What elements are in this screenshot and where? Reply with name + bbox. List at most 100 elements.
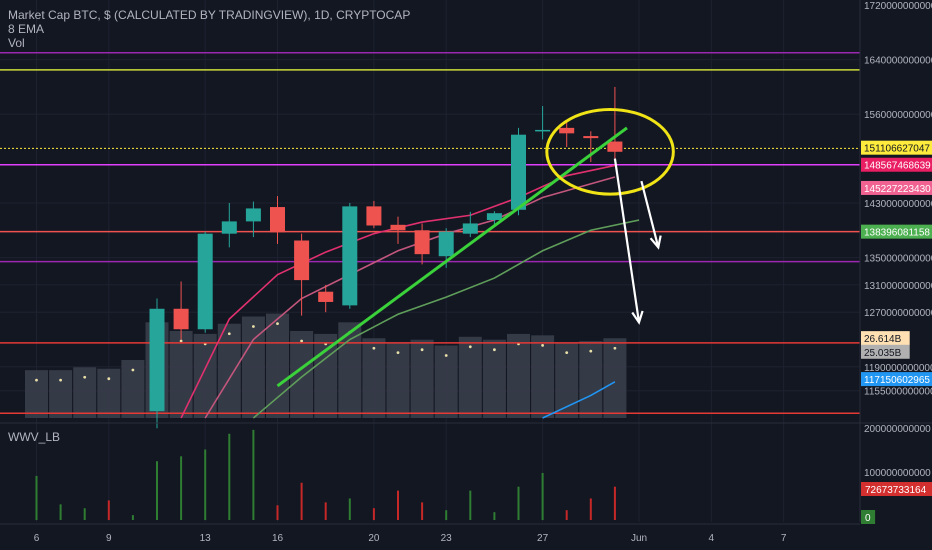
volume-bar bbox=[362, 338, 386, 418]
price-badge-label: 26.614B bbox=[864, 334, 902, 345]
candle-body bbox=[486, 213, 502, 221]
volume-dot bbox=[227, 332, 231, 336]
price-tick-label: 1430000000000 bbox=[864, 199, 932, 210]
volume-dot bbox=[613, 346, 617, 350]
lower-tick-label: 200000000000 bbox=[864, 424, 931, 435]
volume-dot bbox=[179, 339, 183, 343]
volume-dot bbox=[107, 377, 111, 381]
price-badge bbox=[861, 157, 932, 172]
volume-dot bbox=[252, 325, 255, 328]
volume-dot bbox=[468, 345, 472, 349]
volume-bar bbox=[266, 313, 289, 418]
price-badge-label: 148567468639 bbox=[864, 161, 931, 172]
candle-body bbox=[390, 224, 406, 231]
candle-body bbox=[270, 207, 285, 233]
candle-body bbox=[366, 206, 382, 226]
volume-legend: Vol bbox=[8, 36, 25, 50]
trendline bbox=[276, 126, 628, 388]
volume-bar bbox=[338, 322, 362, 418]
lower-tick-label: 100000000000 bbox=[864, 468, 931, 479]
volume-bar bbox=[410, 339, 434, 418]
price-badge-label: 117150602965 bbox=[864, 375, 930, 386]
volume-dot bbox=[565, 351, 569, 354]
volume-bar bbox=[49, 370, 73, 418]
candle-body bbox=[607, 141, 623, 152]
price-tick-label: 1155000000000 bbox=[864, 387, 932, 398]
candle-body bbox=[559, 127, 575, 134]
price-badge-label: 151106627047 bbox=[864, 144, 930, 155]
volume-dot bbox=[493, 348, 496, 352]
time-tick-label: 6 bbox=[34, 533, 40, 544]
volume-bar bbox=[169, 331, 193, 418]
volume-bar bbox=[25, 370, 48, 418]
lower-badge bbox=[861, 482, 932, 496]
time-tick-label: 23 bbox=[441, 533, 453, 544]
price-badge bbox=[861, 224, 932, 239]
volume-bar bbox=[579, 341, 603, 418]
price-tick-label: 1640000000000 bbox=[864, 56, 932, 67]
candle-body bbox=[173, 308, 189, 330]
arrow-shaft bbox=[640, 180, 660, 248]
volume-bar bbox=[290, 331, 314, 418]
ema_blue-line bbox=[542, 381, 616, 419]
time-tick-label: 7 bbox=[781, 533, 787, 544]
time-tick-label: 9 bbox=[106, 533, 112, 544]
volume-dot bbox=[83, 375, 87, 379]
ema_slow-line bbox=[252, 219, 640, 419]
price-tick-label: 1720000000000 bbox=[864, 1, 932, 12]
volume-bar bbox=[73, 367, 97, 418]
volume-bars bbox=[25, 313, 627, 418]
candle-body bbox=[438, 231, 454, 257]
volume-bar bbox=[507, 333, 530, 418]
lower-badge bbox=[861, 510, 876, 524]
horizontal-levels bbox=[0, 52, 860, 414]
candle-body bbox=[294, 240, 310, 281]
drawing-annotations bbox=[276, 107, 675, 388]
volume-dot bbox=[276, 322, 279, 325]
volume-dot bbox=[541, 343, 544, 347]
price-badge bbox=[861, 372, 932, 387]
volume-dot bbox=[35, 378, 38, 382]
volume-bar bbox=[386, 342, 410, 418]
volume-bar bbox=[314, 333, 338, 418]
arrow-head bbox=[631, 310, 644, 325]
time-axis: 6 9 13 16 20 23 27 Jun 4 7 bbox=[0, 523, 860, 544]
lower-pane: 200000000000 100000000000 72673733164 0 bbox=[0, 422, 932, 524]
candle-body bbox=[318, 291, 334, 302]
ema_mid-line bbox=[204, 176, 616, 419]
volume-dot bbox=[396, 351, 400, 354]
price-badge bbox=[861, 331, 910, 346]
candle-body bbox=[414, 230, 430, 255]
price-tick-label: 1270000000000 bbox=[864, 308, 932, 319]
price-badge bbox=[861, 180, 932, 195]
volume-bar bbox=[217, 323, 241, 418]
price-tick-label: 1350000000000 bbox=[864, 254, 932, 265]
time-tick-label: 20 bbox=[368, 533, 380, 544]
candle-body bbox=[462, 223, 478, 234]
arrow-head bbox=[649, 235, 662, 250]
price-axis: 1720000000000 1640000000000 1560000000000 1… bbox=[859, 0, 932, 522]
volume-bar bbox=[458, 336, 482, 418]
time-tick-label: 27 bbox=[537, 533, 549, 544]
chart-title: Market Cap BTC, $ (CALCULATED BY TRADING… bbox=[8, 8, 411, 22]
price-badge-label: 138396081158 bbox=[864, 228, 930, 239]
lower-badge-label: 72673733164 bbox=[865, 485, 927, 496]
volume-dot bbox=[372, 346, 376, 350]
candle-body bbox=[511, 134, 526, 210]
price-badge bbox=[861, 140, 932, 155]
price-tick-label: 1560000000000 bbox=[864, 110, 932, 121]
highlight-circle bbox=[545, 107, 675, 196]
volume-dot bbox=[59, 378, 62, 382]
time-tick-label: 16 bbox=[272, 533, 284, 544]
volume-bar bbox=[121, 360, 145, 418]
arrow-shaft bbox=[613, 158, 641, 323]
price-tick-label: 1190000000000 bbox=[864, 363, 932, 374]
lower-badge-label: 0 bbox=[865, 513, 871, 524]
volume-dot bbox=[131, 368, 135, 372]
candle-body bbox=[583, 136, 599, 139]
time-tick-label: 4 bbox=[709, 533, 715, 544]
price-badge bbox=[861, 344, 910, 359]
lower-pane-title: WWV_LB bbox=[8, 430, 61, 444]
volume-bar bbox=[482, 339, 506, 418]
